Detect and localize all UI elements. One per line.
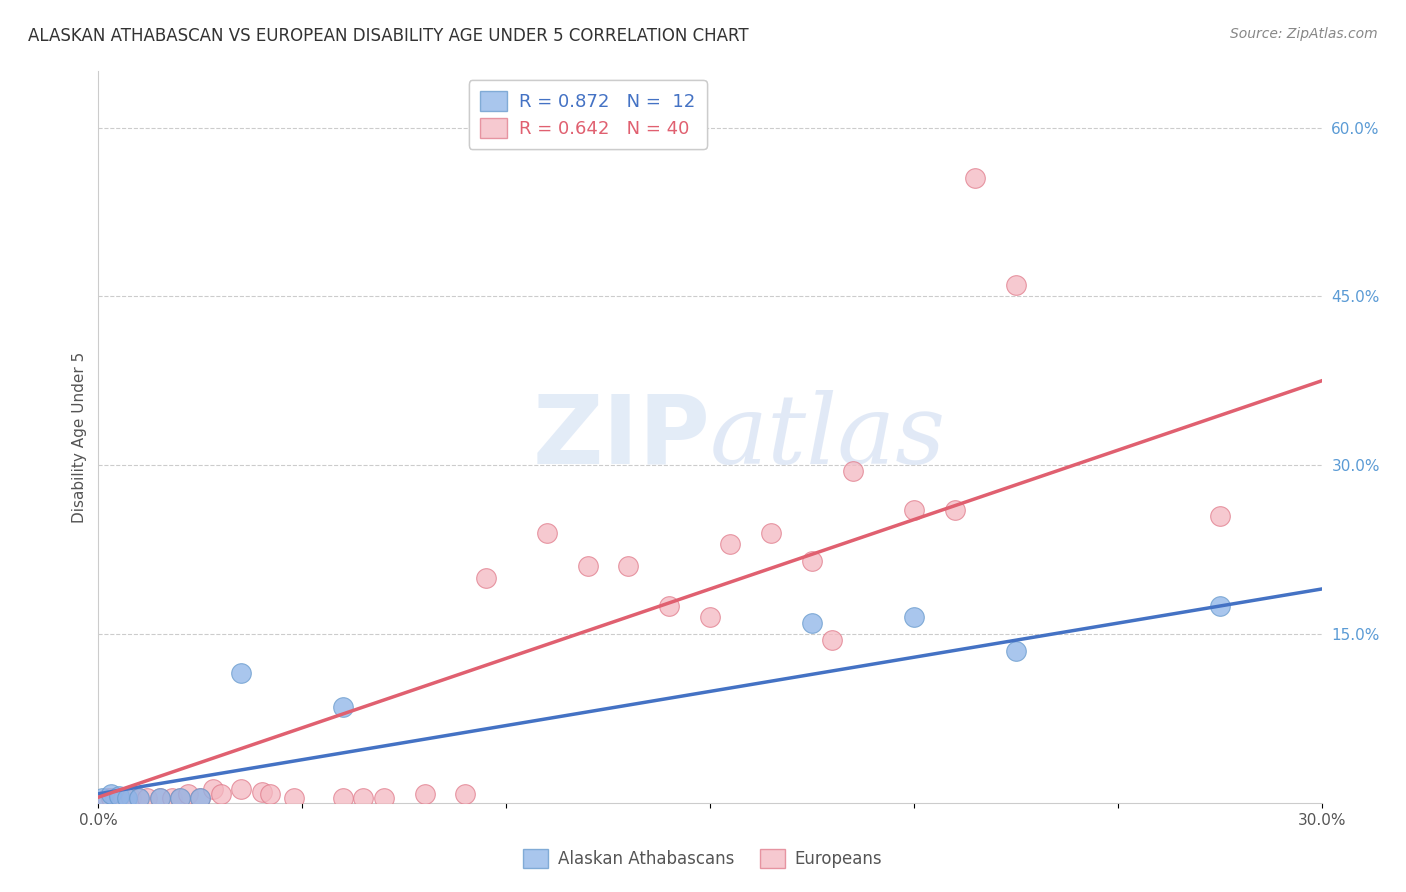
Text: ALASKAN ATHABASCAN VS EUROPEAN DISABILITY AGE UNDER 5 CORRELATION CHART: ALASKAN ATHABASCAN VS EUROPEAN DISABILIT… xyxy=(28,27,749,45)
Point xyxy=(96,791,118,805)
Point xyxy=(699,610,721,624)
Point xyxy=(149,791,172,805)
Point xyxy=(1209,599,1232,613)
Point xyxy=(115,791,138,805)
Point xyxy=(231,782,253,797)
Point xyxy=(108,791,131,805)
Point xyxy=(111,791,134,805)
Point xyxy=(120,791,142,805)
Text: Source: ZipAtlas.com: Source: ZipAtlas.com xyxy=(1230,27,1378,41)
Point xyxy=(177,787,200,801)
Point xyxy=(1004,278,1026,293)
Point xyxy=(903,503,925,517)
Point xyxy=(821,632,844,647)
Point xyxy=(474,571,498,585)
Point xyxy=(903,610,925,624)
Point xyxy=(658,599,681,613)
Point xyxy=(160,791,183,805)
Point xyxy=(373,791,395,805)
Text: ZIP: ZIP xyxy=(531,391,710,483)
Point xyxy=(169,791,191,805)
Point xyxy=(943,503,966,517)
Point xyxy=(128,791,150,805)
Point xyxy=(332,791,354,805)
Point xyxy=(136,791,159,805)
Point xyxy=(259,787,281,801)
Point xyxy=(761,525,783,540)
Point xyxy=(91,791,114,805)
Point xyxy=(283,791,305,805)
Point xyxy=(332,700,354,714)
Point xyxy=(104,791,127,805)
Point xyxy=(617,559,640,574)
Point xyxy=(841,464,863,478)
Point xyxy=(1209,508,1232,523)
Point xyxy=(128,791,150,805)
Legend: R = 0.872   N =  12, R = 0.642   N = 40: R = 0.872 N = 12, R = 0.642 N = 40 xyxy=(468,80,707,149)
Point xyxy=(536,525,558,540)
Point xyxy=(169,791,191,805)
Point xyxy=(100,791,122,805)
Point xyxy=(188,791,212,805)
Y-axis label: Disability Age Under 5: Disability Age Under 5 xyxy=(72,351,87,523)
Point xyxy=(576,559,599,574)
Point xyxy=(231,666,253,681)
Point xyxy=(100,787,122,801)
Point xyxy=(965,171,987,186)
Point xyxy=(801,554,824,568)
Point xyxy=(1004,644,1026,658)
Point xyxy=(250,784,273,798)
Point xyxy=(149,791,172,805)
Point xyxy=(720,537,742,551)
Legend: Alaskan Athabascans, Europeans: Alaskan Athabascans, Europeans xyxy=(517,843,889,875)
Point xyxy=(201,782,224,797)
Point xyxy=(801,615,824,630)
Point xyxy=(209,787,232,801)
Point xyxy=(188,791,212,805)
Point xyxy=(413,787,436,801)
Point xyxy=(108,789,131,803)
Point xyxy=(454,787,477,801)
Text: atlas: atlas xyxy=(710,390,946,484)
Point xyxy=(352,791,374,805)
